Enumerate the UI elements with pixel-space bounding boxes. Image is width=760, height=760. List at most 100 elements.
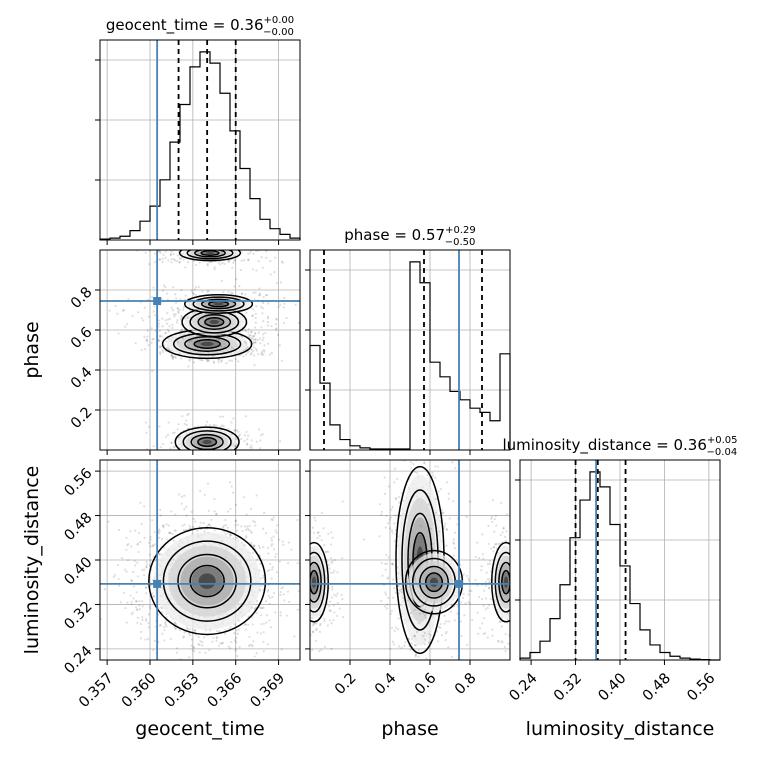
phase-vs-geocent_time-density-cell <box>200 341 214 347</box>
luminosity_distance-vs-geocent_time-sample-point <box>235 641 238 644</box>
phase-vs-geocent_time-sample-point <box>252 354 256 357</box>
luminosity_distance-vs-geocent_time-sample-point <box>164 621 167 624</box>
phase-vs-geocent_time-sample-point <box>277 333 280 336</box>
luminosity_distance-vs-geocent_time-sample-point <box>234 519 238 522</box>
phase-vs-geocent_time-contour <box>178 250 242 262</box>
luminosity_distance-vs-geocent_time-sample-point <box>162 524 165 527</box>
luminosity_distance-vs-geocent_time-sample-point <box>270 544 273 547</box>
phase-vs-geocent_time-sample-point <box>225 362 228 365</box>
luminosity_distance-vs-geocent_time-sample-point <box>266 590 269 593</box>
phase-vs-geocent_time-sample-point <box>222 452 224 454</box>
luminosity_distance-vs-geocent_time-sample-point <box>188 634 191 637</box>
luminosity_distance-vs-phase-sample-point <box>507 642 510 645</box>
phase-vs-geocent_time-sample-point <box>143 335 146 338</box>
luminosity_distance-vs-geocent_time-sample-point <box>136 616 139 619</box>
phase-vs-geocent_time-sample-point <box>261 301 265 305</box>
phase-vs-geocent_time-sample-point <box>221 246 223 248</box>
luminosity_distance-vs-geocent_time-sample-point <box>161 537 164 541</box>
phase-vs-geocent_time-sample-point <box>250 331 253 334</box>
luminosity_distance-vs-phase-sample-point <box>416 471 419 474</box>
luminosity_distance-vs-geocent_time-sample-point <box>149 559 153 562</box>
phase-vs-geocent_time-sample-point <box>247 252 250 255</box>
phase-vs-geocent_time-sample-point <box>260 305 263 308</box>
phase-vs-geocent_time-sample-point <box>231 456 233 458</box>
luminosity_distance-vs-geocent_time-sample-point <box>216 629 219 633</box>
luminosity_distance-vs-phase-sample-point <box>302 590 304 592</box>
phase-vs-geocent_time-sample-point <box>244 415 247 418</box>
luminosity_distance-vs-phase-sample-point <box>292 576 294 578</box>
phase-vs-geocent_time-sample-point <box>254 337 257 341</box>
2-tick-label: 0.56 <box>62 465 96 499</box>
phase-vs-geocent_time-sample-point <box>244 341 247 344</box>
phase-vs-geocent_time-sample-point <box>158 322 161 325</box>
luminosity_distance-vs-phase-sample-point <box>384 591 387 594</box>
phase-vs-geocent_time-sample-point <box>187 261 190 264</box>
luminosity_distance-vs-phase-sample-point <box>331 560 334 563</box>
luminosity_distance-vs-phase-sample-point <box>440 509 444 512</box>
luminosity_distance-vs-geocent_time-sample-point <box>139 501 142 504</box>
luminosity_distance-vs-geocent_time-sample-point <box>267 588 270 592</box>
luminosity_distance-vs-geocent_time-sample-point <box>287 561 290 565</box>
luminosity_distance-vs-geocent_time-sample-point <box>136 575 139 578</box>
luminosity_distance-vs-phase-sample-point <box>304 553 306 555</box>
luminosity_distance-vs-phase-sample-point <box>420 435 422 437</box>
phase-vs-geocent_time-sample-point <box>207 461 209 463</box>
luminosity_distance-vs-phase-sample-point <box>392 596 395 599</box>
luminosity_distance-vs-geocent_time-sample-point <box>235 636 238 640</box>
phase-vs-geocent_time-sample-point <box>262 348 265 352</box>
luminosity_distance-vs-phase-sample-point <box>452 542 456 545</box>
luminosity_distance-vs-phase-sample-point <box>307 567 309 569</box>
luminosity_distance-vs-phase-sample-point <box>423 632 426 635</box>
luminosity_distance-vs-geocent_time-sample-point <box>191 648 194 652</box>
luminosity_distance-vs-phase-sample-point <box>523 620 525 622</box>
luminosity_distance-vs-geocent_time-sample-point <box>252 544 256 548</box>
phase-vs-geocent_time-sample-point <box>184 461 186 463</box>
luminosity_distance-vs-geocent_time-sample-point <box>173 621 177 625</box>
luminosity_distance-vs-geocent_time-sample-point <box>288 600 291 603</box>
luminosity_distance-vs-geocent_time-sample-point <box>134 564 137 567</box>
luminosity_distance-vs-phase-sample-point <box>515 611 517 613</box>
luminosity_distance-vs-phase-sample-point <box>421 534 424 537</box>
phase-vs-geocent_time-sample-point <box>168 317 171 321</box>
luminosity_distance-vs-geocent_time-sample-point <box>246 527 249 530</box>
luminosity_distance-vs-phase-sample-point <box>457 668 459 670</box>
phase-vs-geocent_time-sample-point <box>159 335 162 338</box>
luminosity_distance-vs-geocent_time-sample-point <box>240 525 243 528</box>
luminosity_distance-vs-geocent_time-sample-point <box>135 591 138 594</box>
phase-vs-geocent_time-sample-point <box>163 456 165 458</box>
phase-vs-geocent_time-sample-point <box>160 345 163 348</box>
luminosity_distance-vs-phase-sample-point <box>511 641 513 643</box>
phase-vs-geocent_time-sample-point <box>168 325 171 328</box>
luminosity_distance-vs-geocent_time-sample-point <box>271 595 274 599</box>
luminosity_distance-vs-geocent_time-sample-point <box>253 544 256 547</box>
luminosity_distance-vs-phase-sample-point <box>331 536 334 539</box>
phase-vs-geocent_time-sample-point <box>222 291 225 294</box>
phase-vs-geocent_time-sample-point <box>255 305 258 308</box>
luminosity_distance-vs-geocent_time-sample-point <box>282 543 285 546</box>
luminosity_distance-vs-phase-sample-point <box>487 586 491 589</box>
luminosity_distance-vs-geocent_time-sample-point <box>160 606 163 609</box>
luminosity_distance-vs-phase-sample-point <box>386 603 389 606</box>
luminosity_distance-vs-geocent_time-sample-point <box>170 510 173 513</box>
luminosity_distance-vs-phase-sample-point <box>407 637 410 640</box>
phase-vs-geocent_time-sample-point <box>282 306 285 309</box>
phase-vs-geocent_time-sample-point <box>140 348 143 352</box>
phase-vs-geocent_time-sample-point <box>211 354 215 357</box>
luminosity_distance-vs-geocent_time-sample-point <box>236 536 239 540</box>
phase-vs-geocent_time-sample-point <box>164 286 167 289</box>
phase-vs-geocent_time-sample-point <box>194 286 198 289</box>
phase-vs-geocent_time-sample-point <box>181 308 185 311</box>
phase-vs-geocent_time-sample-point <box>263 344 266 347</box>
luminosity_distance-vs-geocent_time-sample-point <box>229 647 232 650</box>
luminosity_distance-vs-geocent_time-sample-point <box>267 546 270 550</box>
luminosity_distance-vs-phase-sample-point <box>474 555 477 559</box>
luminosity_distance-vs-geocent_time-sample-point <box>201 644 204 647</box>
phase-vs-geocent_time-sample-point <box>250 348 253 351</box>
phase-vs-geocent_time-sample-point <box>203 323 206 326</box>
phase-vs-geocent_time-sample-point <box>209 452 211 454</box>
phase-vs-geocent_time-sample-point <box>151 369 154 373</box>
luminosity_distance-vs-phase-sample-point <box>512 589 514 591</box>
luminosity_distance-vs-geocent_time-sample-point <box>141 600 144 603</box>
luminosity_distance-vs-phase-sample-point <box>297 594 299 596</box>
luminosity_distance-vs-phase-sample-point <box>276 596 278 598</box>
